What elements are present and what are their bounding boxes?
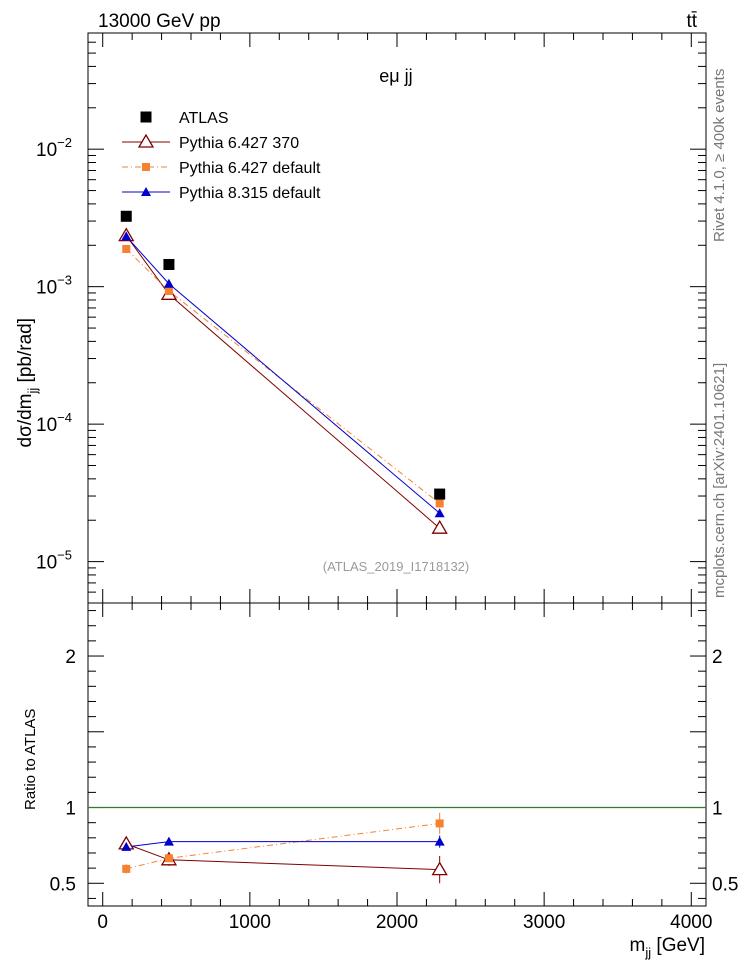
process-label: tt̄ <box>686 11 697 32</box>
legend-label: Pythia 8.315 default <box>179 185 321 202</box>
ratio-y-axis-label: Ratio to ATLAS <box>22 709 39 810</box>
main-axis-ticks: 10−2 10−3 10−4 10−5 <box>36 32 706 603</box>
energy-label: 13000 GeV pp <box>98 11 221 32</box>
x-tick-label: 4000 <box>670 912 712 933</box>
legend-label: ATLAS <box>179 110 229 127</box>
data-point-pythia-8-315-default <box>121 231 132 241</box>
main-y-tick-label: 10−3 <box>36 273 72 299</box>
ratio-y-tick-label-right: 1 <box>712 799 723 820</box>
data-point-atlas <box>163 258 175 270</box>
legend-label: Pythia 6.427 default <box>179 160 321 177</box>
x-tick-label: 0 <box>97 912 108 933</box>
ratio-y-tick-label-right: 0.5 <box>712 874 738 895</box>
legend-marker <box>137 133 155 148</box>
main-y-axis-label: dσ/dmjj [pb/rad] <box>15 318 40 447</box>
x-axis-label: mjj [GeV] <box>630 935 705 960</box>
data-point-atlas <box>120 210 132 222</box>
ratio-y-tick-label-right: 2 <box>712 647 723 668</box>
ratio-point-pythia-6-427-default <box>435 819 444 828</box>
main-y-tick-label: 10−4 <box>36 410 72 436</box>
ratio-point-pythia-6-427-370 <box>431 861 448 876</box>
data-point-pythia-8-315-default <box>163 278 174 288</box>
rivet-label: Rivet 4.1.0, ≥ 400k events <box>711 69 728 242</box>
x-tick-label: 2000 <box>376 912 418 933</box>
ratio-line-pythia-8-315-default <box>126 841 440 848</box>
x-tick-label: 3000 <box>523 912 565 933</box>
legend: ATLAS Pythia 6.427 370 Pythia 6.427 defaul… <box>122 110 321 202</box>
data-point-pythia-8-315-default <box>434 508 445 518</box>
data-point-pythia-6-427-370 <box>431 519 448 534</box>
legend-marker <box>142 163 150 171</box>
ratio-point-pythia-8-315-default <box>434 836 445 846</box>
main-y-tick-label: 10−2 <box>36 135 72 161</box>
ratio-y-tick-label: 2 <box>65 647 76 668</box>
data-point-pythia-6-427-default <box>435 499 444 508</box>
series-line-pythia-6-427-default <box>125 248 440 504</box>
legend-marker <box>140 111 152 123</box>
legend-label: Pythia 6.427 370 <box>179 135 299 152</box>
legend-marker <box>141 187 151 196</box>
ratio-y-tick-label: 0.5 <box>50 874 76 895</box>
main-series-layer <box>118 210 448 534</box>
series-line-pythia-6-427-370 <box>125 235 440 529</box>
ratio-y-tick-label: 1 <box>65 799 76 820</box>
series-line-pythia-8-315-default <box>125 236 440 514</box>
x-tick-label: 1000 <box>229 912 271 933</box>
ratio-point-pythia-6-427-default <box>122 864 131 873</box>
data-point-pythia-6-427-default <box>122 244 131 253</box>
ratio-line-pythia-6-427-370 <box>126 843 440 871</box>
analysis-watermark: (ATLAS_2019_I1718132) <box>323 559 469 574</box>
ratio-point-pythia-8-315-default <box>163 836 174 846</box>
ratio-series-layer <box>118 812 448 884</box>
ratio-axis-ticks: 2 2 1 1 0.5 0.5 0 1000 2000 3000 4000 <box>50 603 738 933</box>
main-y-tick-label: 10−5 <box>36 548 72 574</box>
ratio-point-pythia-8-315-default <box>121 841 132 851</box>
mcplots-label: mcplots.cern.ch [arXiv:2401.10621] <box>711 363 728 598</box>
data-point-atlas <box>434 488 446 500</box>
channel-title: eμ jj <box>379 66 412 86</box>
ratio-point-pythia-6-427-default <box>164 854 173 863</box>
data-point-pythia-6-427-default <box>164 286 173 295</box>
